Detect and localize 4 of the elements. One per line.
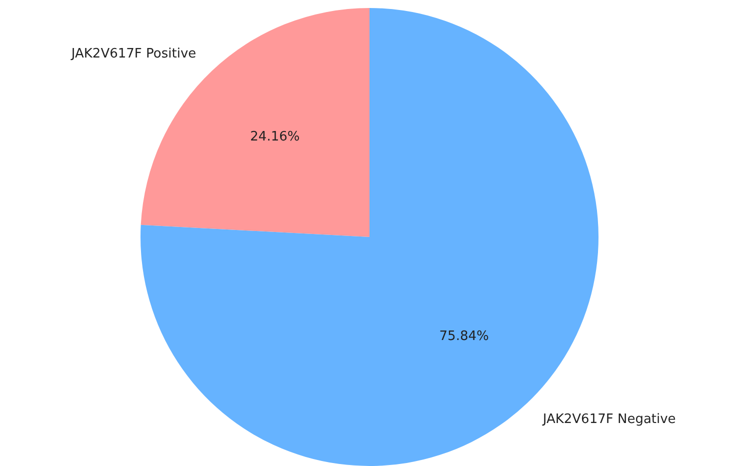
data-label: 24.16% bbox=[250, 130, 300, 145]
slice-label: JAK2V617F Negative bbox=[542, 412, 676, 428]
data-label: 75.84% bbox=[439, 329, 489, 344]
slice-label: JAK2V617F Positive bbox=[70, 46, 196, 62]
